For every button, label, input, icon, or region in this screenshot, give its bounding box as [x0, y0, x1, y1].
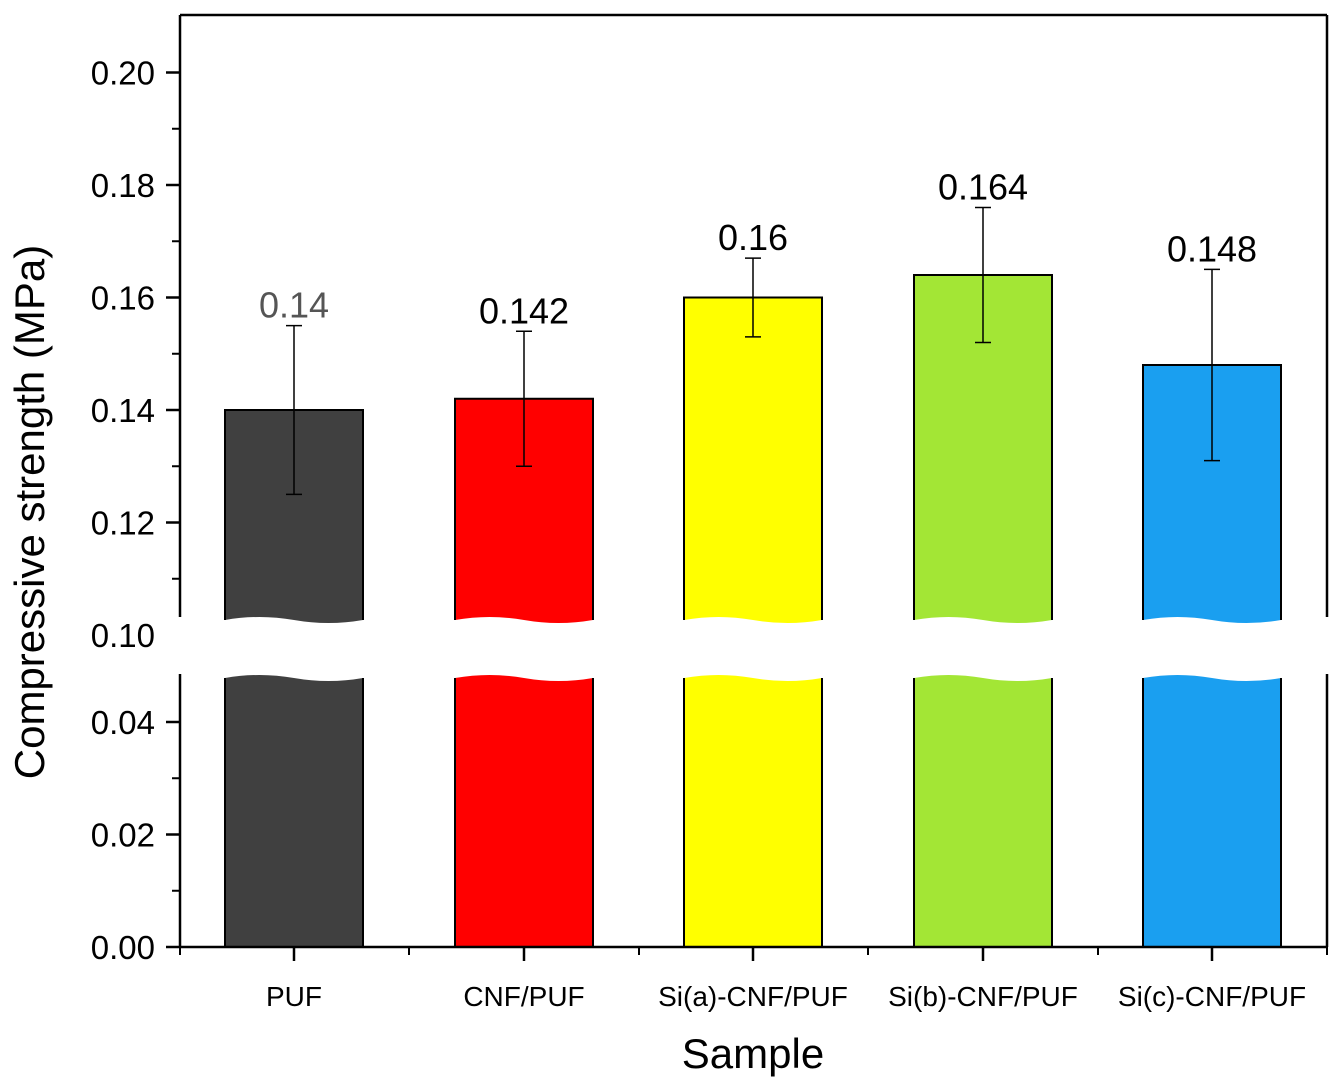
y-tick-label: 0.16 [91, 280, 155, 317]
bar-lower [914, 675, 1052, 947]
bar-outline [454, 678, 594, 947]
bar-upper [914, 275, 1052, 623]
labels-group: 0.14 PUF 0.142 CNF/PUF 0.16 Si(a)-CNF/PUF 0.16… [91, 55, 1306, 1013]
bar-outline [913, 678, 1053, 947]
x-tick-label: CNF/PUF [463, 981, 584, 1012]
y-tick-label: 0.02 [91, 817, 155, 854]
data-label: 0.148 [1167, 228, 1257, 269]
bar-outline [224, 678, 364, 947]
bar-upper [1143, 365, 1281, 623]
x-tick-label: Si(a)-CNF/PUF [658, 981, 848, 1012]
bar-upper [455, 398, 593, 623]
x-tick-label: PUF [266, 981, 322, 1012]
y-tick-label: 0.14 [91, 392, 155, 429]
data-label: 0.16 [718, 217, 788, 258]
x-tick-label: Si(c)-CNF/PUF [1118, 981, 1306, 1012]
bar-outline [683, 678, 823, 947]
data-label: 0.142 [479, 290, 569, 331]
x-axis-title: Sample [682, 1030, 824, 1077]
y-axis-title: Compressive strength (MPa) [6, 245, 53, 780]
bar-lower [225, 675, 363, 947]
bar-outline [1142, 678, 1282, 947]
y-tick-label: 0.20 [91, 55, 155, 92]
bar-upper [684, 297, 822, 623]
y-tick-label: 0.18 [91, 167, 155, 204]
bar-lower [1143, 675, 1281, 947]
data-label: 0.14 [259, 285, 329, 326]
data-label: 0.164 [938, 167, 1028, 208]
bar-lower [455, 675, 593, 947]
x-tick-label: Si(b)-CNF/PUF [888, 981, 1078, 1012]
bar-upper [225, 410, 363, 623]
y-tick-label: 0.10 [91, 617, 155, 654]
bars-group [224, 206, 1282, 947]
y-tick-label: 0.04 [91, 704, 155, 741]
bar-lower [684, 675, 822, 947]
y-tick-label: 0.12 [91, 505, 155, 542]
y-tick-label: 0.00 [91, 929, 155, 966]
axes-group [166, 13, 1329, 961]
